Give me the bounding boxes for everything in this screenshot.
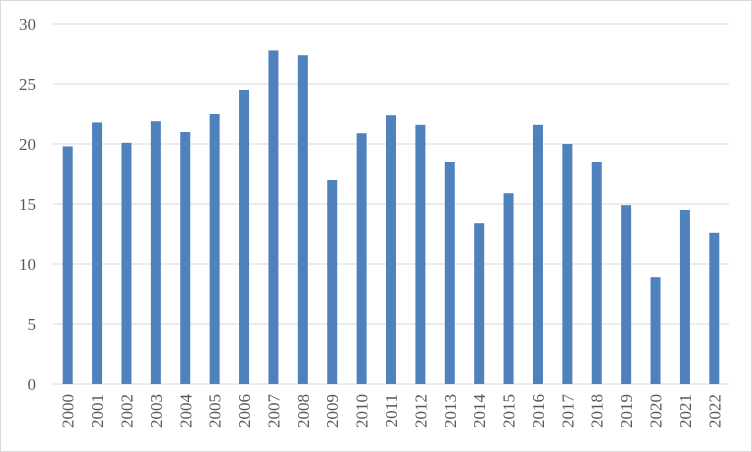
bar-2006	[239, 90, 250, 384]
x-tick-label: 2015	[500, 394, 519, 428]
bar-2014	[474, 223, 485, 384]
bar-2000	[62, 146, 73, 384]
bar-2022	[709, 232, 720, 384]
bar-2016	[532, 124, 543, 385]
bar-2018	[591, 162, 602, 384]
x-tick-label: 2012	[411, 394, 430, 428]
x-tick-label: 2014	[470, 394, 489, 429]
bar-2009	[327, 180, 338, 384]
y-tick-label: 20	[19, 135, 36, 154]
bar-2003	[150, 121, 161, 384]
y-tick-label: 10	[19, 255, 36, 274]
x-tick-label: 2001	[88, 394, 107, 428]
bar-2002	[121, 142, 132, 384]
x-tick-label: 2000	[59, 394, 78, 428]
bar-2021	[679, 210, 690, 384]
y-tick-label: 15	[19, 195, 36, 214]
bar-2017	[562, 144, 573, 384]
x-tick-label: 2007	[264, 394, 283, 429]
x-tick-label: 2018	[588, 394, 607, 428]
x-axis-tick-labels: 2000 2001 2002 2003 2004 2005 2006 2007 2008 2009…	[59, 394, 725, 429]
bar-2001	[92, 122, 103, 385]
x-tick-label: 2020	[647, 394, 666, 428]
bar-2008	[297, 55, 308, 384]
y-tick-label: 0	[28, 375, 37, 394]
x-tick-label: 2013	[441, 394, 460, 428]
x-tick-label: 2004	[176, 394, 195, 429]
x-tick-label: 2002	[117, 394, 136, 428]
bars	[62, 50, 720, 385]
bar-2005	[209, 114, 220, 384]
bar-2004	[180, 132, 191, 384]
bar-2010	[356, 133, 367, 384]
x-tick-label: 2009	[323, 394, 342, 428]
y-axis-tick-labels: 0 5 10 15 20 25 30	[19, 15, 36, 394]
x-tick-label: 2003	[147, 394, 166, 428]
x-tick-label: 2016	[529, 394, 548, 428]
x-tick-label: 2019	[617, 394, 636, 428]
y-tick-label: 25	[19, 75, 36, 94]
y-tick-label: 30	[19, 15, 36, 34]
bar-2011	[386, 115, 396, 384]
x-tick-label: 2011	[382, 394, 401, 427]
x-tick-label: 2021	[676, 394, 695, 428]
x-tick-label: 2006	[235, 394, 254, 428]
bar-2019	[621, 205, 632, 384]
x-tick-label: 2005	[206, 394, 225, 428]
x-tick-label: 2010	[353, 394, 372, 428]
bar-2020	[650, 277, 661, 384]
x-tick-label: 2022	[705, 394, 724, 428]
bar-2007	[268, 50, 279, 385]
x-tick-label: 2017	[558, 394, 577, 429]
y-tick-label: 5	[28, 315, 37, 334]
bar-2013	[444, 162, 455, 384]
bar-2015	[503, 193, 514, 384]
bar-2012	[415, 124, 426, 385]
x-tick-label: 2008	[294, 394, 313, 428]
